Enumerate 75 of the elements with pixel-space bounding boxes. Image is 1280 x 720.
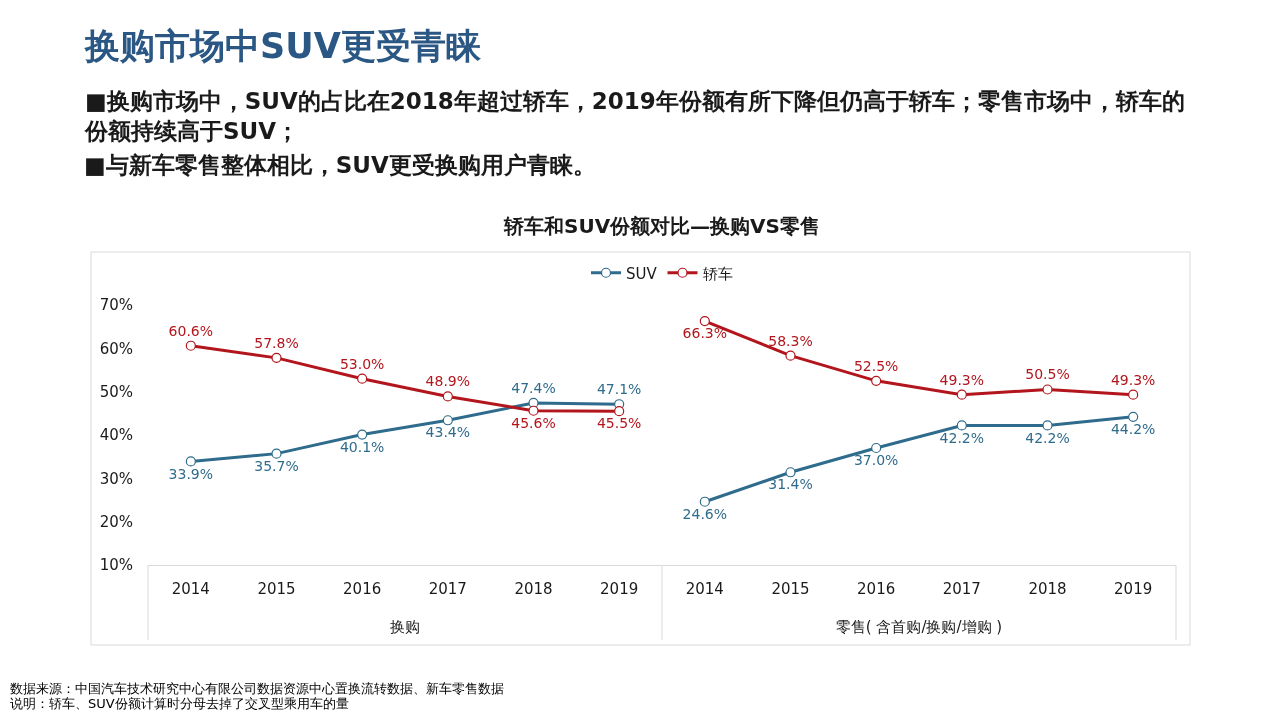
data-label: 48.9% (425, 373, 471, 390)
point (785, 467, 796, 478)
y-tick-label: 20% (99, 512, 133, 531)
data-label: 31.4% (768, 476, 813, 493)
x-tick-label: 2016 (343, 580, 382, 598)
y-tick-label: 30% (99, 469, 133, 488)
y-tick-label: 40% (99, 426, 133, 445)
point (185, 340, 196, 351)
x-tick-label: 2018 (1028, 580, 1067, 598)
y-tick-label: 10% (99, 556, 133, 575)
point (185, 456, 196, 467)
data-label: 52.5% (853, 357, 899, 374)
data-label: 50.5% (1025, 366, 1070, 383)
data-label: 45.5% (596, 415, 642, 432)
data-label: 49.3% (939, 371, 985, 388)
x-tick-label: 2015 (257, 580, 296, 598)
y-tick-label: 50% (99, 382, 133, 401)
point (1042, 420, 1053, 431)
text: 换购市场中SUV更受青睐 (84, 26, 482, 66)
x-tick-label: 2014 (171, 580, 210, 598)
point (699, 496, 710, 507)
x-axis-title: 换购 (390, 618, 420, 636)
legend-label: 轿车 (702, 264, 733, 283)
x-tick-label: 2019 (600, 580, 639, 598)
point (1128, 389, 1139, 400)
x-tick-label: 2016 (857, 580, 896, 598)
x-tick-label: 2017 (428, 580, 467, 598)
data-label: 37.0% (853, 452, 899, 469)
y-tick-label: 70% (99, 296, 133, 315)
y-tick-label: 60% (99, 339, 133, 358)
data-label: 58.3% (768, 332, 813, 349)
data-label: 53.0% (339, 355, 385, 372)
x-tick-label: 2017 (942, 580, 981, 598)
source-note: 数据来源：中国汽车技术研究中心有限公司数据资源中心置换流转数据、新车零售数据 (10, 681, 504, 696)
point (956, 420, 967, 431)
data-label: 43.4% (425, 424, 471, 441)
point (871, 375, 882, 386)
point (1128, 411, 1139, 422)
x-axis-title: 零售( 含首购/换购/增购 ) (835, 618, 1003, 636)
data-label: 49.3% (1110, 371, 1156, 388)
point (871, 442, 882, 454)
data-label: 35.7% (254, 457, 299, 474)
data-label: 45.6% (511, 414, 556, 431)
data-label: 57.8% (254, 334, 299, 351)
point (442, 391, 453, 402)
data-label: 60.6% (168, 322, 214, 339)
point (271, 448, 282, 459)
x-tick-label: 2019 (1114, 580, 1153, 598)
text: 说明：轿车、SUV份额计算时分母去掉了交叉型乘用车的量 (10, 696, 349, 711)
data-label: 40.1% (339, 438, 385, 455)
text: ■与新车零售整体相比，SUV更受换购用户青睐。 (84, 152, 596, 178)
point (442, 415, 453, 426)
data-label: 42.2% (939, 429, 985, 446)
point (357, 429, 368, 440)
point (699, 315, 710, 327)
x-tick-label: 2018 (514, 580, 553, 598)
point (785, 350, 796, 361)
data-label: 33.9% (168, 465, 214, 482)
x-tick-label: 2014 (685, 580, 724, 598)
data-label: 47.1% (596, 381, 642, 398)
point (528, 405, 539, 416)
data-label: 24.6% (682, 505, 728, 522)
text: ■换购市场中，SUV的占比在2018年超过轿车，2019年份额有所下降但仍高于轿车；零售市场中，轿车的份额持续高于SUV； (84, 88, 1185, 144)
point (1042, 384, 1053, 395)
point (614, 406, 625, 417)
data-label: 44.2% (1110, 420, 1156, 437)
x-tick-label: 2015 (771, 580, 810, 598)
data-label: 42.2% (1025, 429, 1070, 446)
data-label: 66.3% (682, 325, 728, 342)
point (271, 352, 282, 363)
point (357, 373, 368, 384)
data-label: 47.4% (511, 379, 556, 396)
legend-label: SUV (626, 264, 658, 283)
chart-title: 轿车和SUV份额对比—换购VS零售 (502, 214, 821, 238)
point (956, 389, 967, 400)
